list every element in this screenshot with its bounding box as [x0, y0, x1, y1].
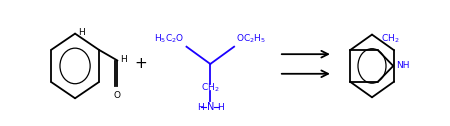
Text: $\mathregular{OC_2H_5}$: $\mathregular{OC_2H_5}$: [236, 32, 266, 45]
Text: +: +: [135, 55, 148, 71]
Text: $\mathregular{CH_2}$: $\mathregular{CH_2}$: [381, 33, 400, 45]
Text: NH: NH: [396, 61, 410, 70]
Text: H: H: [197, 103, 204, 112]
Text: H: H: [121, 55, 127, 64]
Text: N: N: [207, 102, 214, 112]
Text: $\mathregular{CH_2}$: $\mathregular{CH_2}$: [201, 81, 220, 94]
Text: H: H: [217, 103, 224, 112]
Text: H: H: [78, 28, 85, 37]
Text: O: O: [113, 91, 120, 100]
Text: $\mathregular{H_5C_2O}$: $\mathregular{H_5C_2O}$: [154, 32, 184, 45]
